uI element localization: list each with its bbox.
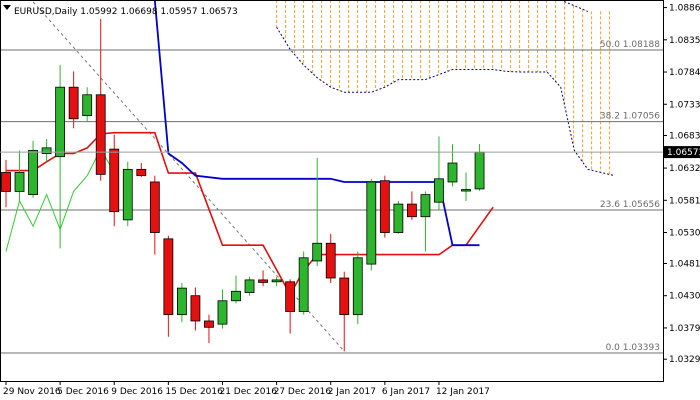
candle-body <box>352 257 363 316</box>
price-axis: 1.08860 1.08350 1.07840 1.07330 1.06835 1.063… <box>0 4 700 365</box>
x-tick-label: 21 Dec 2016 <box>219 387 277 397</box>
y-tick-label: 1.06835 <box>669 132 700 142</box>
fib-level-label: 0.0 1.03393 <box>606 343 660 353</box>
x-tick-label: 5 Dec 2016 <box>57 387 109 397</box>
candle-body <box>14 172 25 192</box>
candle-body <box>325 242 336 279</box>
y-tick-label: 1.07330 <box>669 100 700 110</box>
candle-body <box>68 86 79 120</box>
x-tick-label: 29 Nov 2016 <box>3 387 61 397</box>
y-tick-label: 1.04810 <box>669 259 700 269</box>
y-tick-label: 1.05810 <box>669 196 700 206</box>
y-tick-label: 1.06320 <box>669 164 700 174</box>
candle-body <box>244 279 255 293</box>
candle-body <box>420 194 431 218</box>
symbol-menu-arrow-icon[interactable] <box>3 5 11 10</box>
y-tick-label: 1.08860 <box>669 4 700 14</box>
tenkan-sen-line <box>153 0 480 247</box>
candle-body <box>285 281 296 312</box>
last-price-marker <box>664 146 700 159</box>
candle-body <box>258 279 268 283</box>
fibonacci-levels: 50.0 1.08188 38.2 1.07056 23.6 1.05656 0.0 … <box>0 40 663 354</box>
y-tick-label: 1.07840 <box>669 68 700 78</box>
y-tick-label: 1.04300 <box>669 292 700 302</box>
candle-body <box>82 94 93 117</box>
y-tick-label: 1.03790 <box>669 324 700 334</box>
candle-body <box>41 147 52 154</box>
y-tick-label: 1.05300 <box>669 229 700 239</box>
x-tick-label: 9 Dec 2016 <box>111 387 163 397</box>
candle-body <box>176 287 187 316</box>
candle-body <box>393 203 404 233</box>
candle-body <box>122 168 133 221</box>
candles <box>1 18 485 352</box>
chart-title: EURUSD,Daily 1.05992 1.06698 1.05957 1.0… <box>14 7 238 17</box>
candle-body <box>366 181 377 265</box>
fib-level-label: 50.0 1.08188 <box>600 40 660 50</box>
y-tick-label: 1.03295 <box>669 355 700 365</box>
candle-body <box>149 181 160 233</box>
candle-body <box>28 149 38 196</box>
last-price-label: 1.06573 <box>667 148 700 158</box>
plot-frame <box>0 0 664 382</box>
candle-body <box>163 238 174 316</box>
x-tick-label: 12 Jan 2017 <box>436 387 490 397</box>
candle-body <box>434 178 444 203</box>
candle-body <box>447 162 458 183</box>
candle-body <box>379 180 390 233</box>
candle-body <box>339 277 350 316</box>
candle-body <box>55 86 66 158</box>
candle-body <box>474 151 485 190</box>
y-tick-label: 1.08350 <box>669 36 700 46</box>
candle-body <box>204 320 214 328</box>
candle-body <box>1 172 11 192</box>
ichimoku-cloud <box>276 0 616 177</box>
candle-body <box>312 242 323 262</box>
x-tick-label: 15 Dec 2016 <box>165 387 223 397</box>
candle-body <box>217 300 228 325</box>
candle-body <box>109 148 120 213</box>
fib-level-label: 38.2 1.07056 <box>600 112 660 122</box>
candle-body <box>461 189 471 192</box>
x-tick-label: 2 Jan 2017 <box>328 387 376 397</box>
x-tick-label: 6 Jan 2017 <box>382 387 430 397</box>
candle-body <box>95 94 106 175</box>
candle-body <box>136 168 147 177</box>
candle-body <box>271 279 282 283</box>
candle-body <box>231 290 241 302</box>
kijun-sen-line <box>6 131 494 297</box>
candle-body <box>190 295 201 322</box>
candle-body <box>406 203 417 218</box>
x-tick-label: 27 Dec 2016 <box>274 387 332 397</box>
fib-level-label: 23.6 1.05656 <box>600 200 660 210</box>
candle-body <box>298 257 309 312</box>
